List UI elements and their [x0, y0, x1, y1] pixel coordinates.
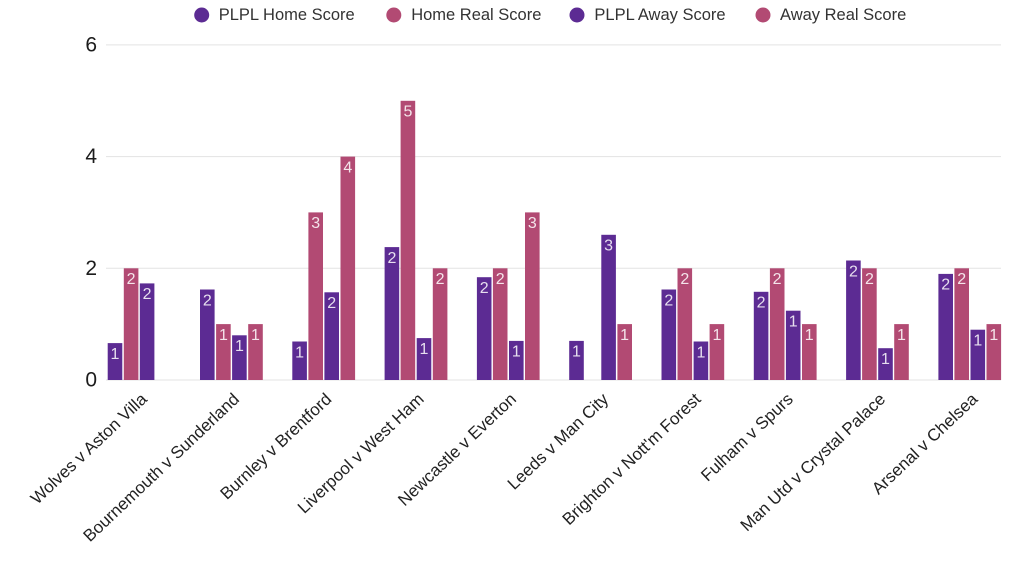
svg-text:3: 3	[528, 215, 537, 232]
svg-text:2: 2	[327, 295, 336, 312]
svg-text:2: 2	[849, 263, 858, 280]
svg-text:0: 0	[85, 369, 97, 392]
svg-text:1: 1	[420, 341, 429, 358]
svg-text:1: 1	[295, 344, 304, 361]
svg-text:1: 1	[696, 344, 705, 361]
svg-text:2: 2	[957, 271, 966, 288]
svg-text:2: 2	[757, 295, 766, 312]
svg-text:1: 1	[219, 327, 228, 344]
svg-text:2: 2	[664, 292, 673, 309]
svg-text:1: 1	[572, 344, 581, 361]
svg-text:1: 1	[805, 327, 814, 344]
svg-text:Away Real Score: Away Real Score	[780, 6, 906, 24]
svg-text:4: 4	[85, 145, 97, 168]
svg-text:1: 1	[620, 327, 629, 344]
svg-text:4: 4	[343, 159, 352, 176]
svg-text:2: 2	[127, 271, 136, 288]
svg-text:1: 1	[235, 338, 244, 355]
svg-text:6: 6	[85, 33, 97, 56]
svg-text:1: 1	[789, 314, 798, 331]
svg-text:1: 1	[989, 327, 998, 344]
svg-text:5: 5	[403, 104, 412, 121]
svg-text:2: 2	[865, 271, 874, 288]
svg-text:1: 1	[111, 346, 120, 363]
svg-text:PLPL Away Score: PLPL Away Score	[594, 6, 725, 24]
svg-text:2: 2	[203, 292, 212, 309]
svg-text:2: 2	[436, 271, 445, 288]
svg-text:2: 2	[143, 286, 152, 303]
svg-text:1: 1	[512, 344, 521, 361]
svg-text:1: 1	[712, 327, 721, 344]
svg-text:1: 1	[881, 351, 890, 368]
svg-text:1: 1	[251, 327, 260, 344]
svg-text:2: 2	[773, 271, 782, 288]
svg-text:2: 2	[387, 250, 396, 267]
svg-text:2: 2	[680, 271, 689, 288]
svg-text:PLPL Home Score: PLPL Home Score	[219, 6, 355, 24]
svg-text:Home Real Score: Home Real Score	[411, 6, 541, 24]
svg-text:1: 1	[897, 327, 906, 344]
svg-text:3: 3	[311, 215, 320, 232]
svg-text:3: 3	[604, 238, 613, 255]
svg-text:2: 2	[85, 257, 97, 280]
svg-text:2: 2	[480, 280, 489, 297]
svg-text:2: 2	[496, 271, 505, 288]
svg-text:2: 2	[941, 277, 950, 294]
svg-text:1: 1	[973, 333, 982, 350]
